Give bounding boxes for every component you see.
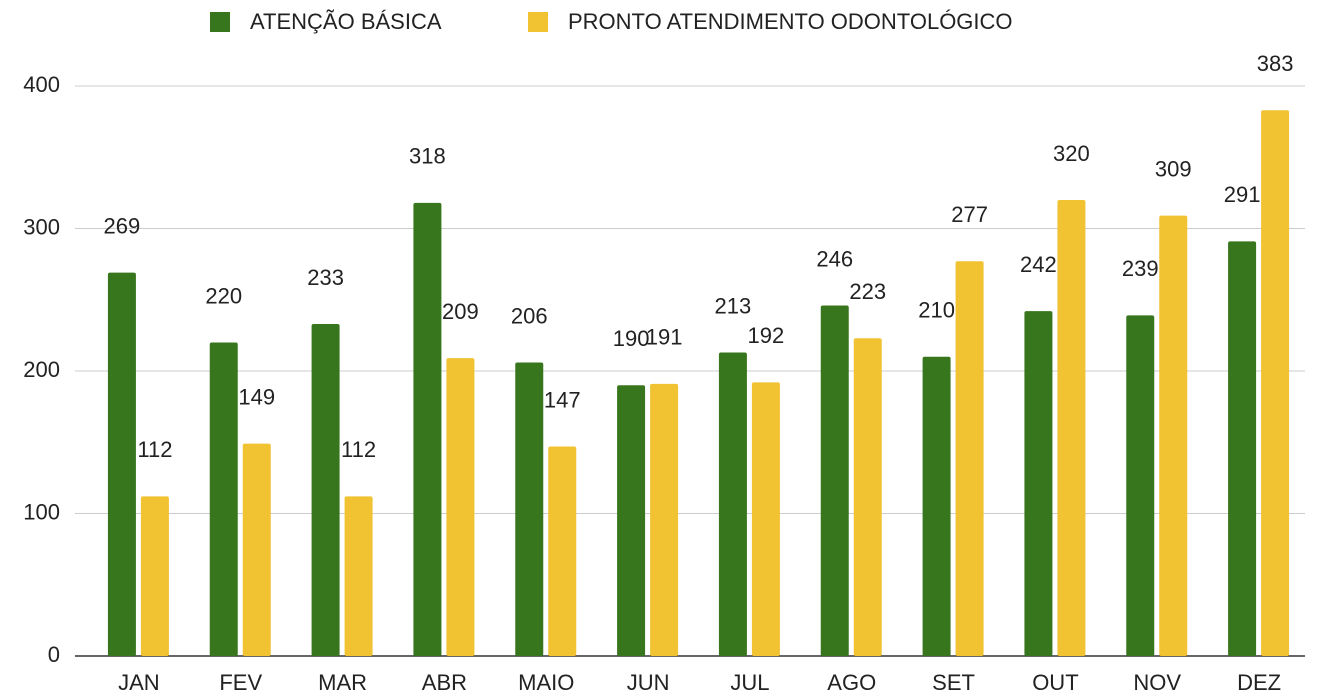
- value-label: 318: [409, 144, 446, 169]
- value-label: 206: [511, 303, 548, 328]
- value-label: 190: [613, 326, 650, 351]
- value-label: 149: [238, 384, 275, 409]
- bar: [548, 446, 577, 656]
- bar: [922, 356, 951, 656]
- legend-label: PRONTO ATENDIMENTO ODONTOLÓGICO: [568, 9, 1013, 34]
- bar: [413, 202, 442, 656]
- value-label: 112: [341, 437, 376, 462]
- bar: [1228, 241, 1257, 656]
- x-tick-label: MAIO: [518, 670, 574, 695]
- value-label: 233: [307, 265, 344, 290]
- value-label: 191: [646, 325, 683, 350]
- value-label: 112: [137, 437, 172, 462]
- x-tick-label: JUL: [730, 670, 769, 695]
- bar: [955, 261, 984, 656]
- legend-label: ATENÇÃO BÁSICA: [250, 9, 442, 34]
- bar: [617, 385, 646, 656]
- y-tick-label: 300: [23, 214, 60, 239]
- x-tick-label: ABR: [422, 670, 467, 695]
- bar: [446, 358, 475, 656]
- y-tick-label: 400: [23, 72, 60, 97]
- value-label: 291: [1224, 182, 1261, 207]
- x-tick-label: MAR: [318, 670, 367, 695]
- value-label: 220: [205, 283, 242, 308]
- value-label: 242: [1020, 252, 1057, 277]
- value-label: 239: [1122, 256, 1159, 281]
- value-label: 223: [849, 279, 886, 304]
- bar: [820, 305, 849, 656]
- x-tick-label: DEZ: [1237, 670, 1281, 695]
- value-label: 383: [1257, 51, 1294, 76]
- x-tick-label: FEV: [219, 670, 262, 695]
- legend-swatch: [528, 12, 548, 32]
- bar: [650, 383, 679, 656]
- value-label: 309: [1155, 156, 1192, 181]
- bar: [1057, 200, 1086, 656]
- value-label: 277: [951, 202, 988, 227]
- x-tick-label: AGO: [827, 670, 876, 695]
- value-label: 192: [748, 323, 785, 348]
- x-tick-label: JUN: [627, 670, 670, 695]
- y-tick-label: 100: [23, 499, 60, 524]
- value-label: 320: [1053, 141, 1090, 166]
- x-tick-label: OUT: [1032, 670, 1078, 695]
- bar: [1159, 215, 1188, 657]
- value-label: 269: [104, 213, 141, 238]
- bar: [1024, 311, 1053, 656]
- bar: [853, 338, 882, 656]
- bar: [209, 342, 238, 656]
- bar: [1261, 110, 1290, 657]
- x-tick-label: NOV: [1133, 670, 1181, 695]
- y-tick-label: 0: [48, 642, 60, 667]
- value-label: 246: [816, 246, 853, 271]
- bar: [1126, 315, 1155, 656]
- value-label: 210: [918, 298, 955, 323]
- x-tick-label: SET: [932, 670, 975, 695]
- value-label: 213: [715, 293, 752, 318]
- bar: [515, 362, 544, 656]
- bar: [311, 323, 340, 656]
- bar: [242, 443, 271, 656]
- bar: [718, 352, 747, 656]
- bar: [107, 272, 136, 656]
- x-tick-label: JAN: [118, 670, 160, 695]
- bar: [140, 496, 169, 656]
- y-tick-label: 200: [23, 357, 60, 382]
- bar: [344, 496, 373, 656]
- value-label: 147: [544, 387, 581, 412]
- legend-swatch: [210, 12, 230, 32]
- bar: [751, 382, 780, 656]
- value-label: 209: [442, 299, 479, 324]
